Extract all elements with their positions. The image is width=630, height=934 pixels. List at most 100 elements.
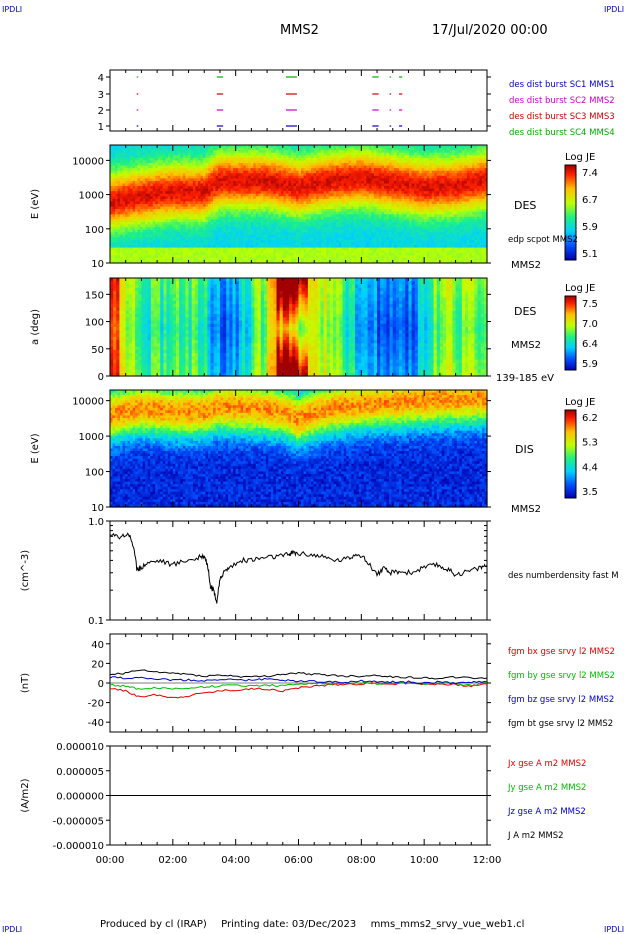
- spectrogram-cell: [132, 183, 136, 187]
- spectrogram-cell: [185, 170, 189, 174]
- spectrogram-cell: [175, 173, 179, 177]
- spectrogram-cell: [157, 198, 161, 203]
- spectrogram-cell: [190, 196, 194, 200]
- spectrogram-cell: [130, 252, 134, 256]
- spectrogram-cell: [117, 162, 121, 167]
- spectrogram-cell: [160, 183, 164, 187]
- spectrogram-cell: [122, 214, 126, 218]
- spectrogram-cell: [127, 232, 131, 236]
- spectrogram-cell: [150, 209, 154, 213]
- spectrogram-cell: [172, 150, 176, 154]
- spectrogram-cell: [140, 245, 144, 249]
- spectrogram-cell: [125, 211, 129, 215]
- spectrogram-cell: [200, 237, 204, 241]
- spectrogram-cell: [127, 198, 131, 203]
- spectrogram-cell: [110, 188, 114, 192]
- spectrogram-cell: [117, 173, 121, 177]
- spectrogram-cell: [162, 160, 166, 164]
- spectrogram-cell: [110, 183, 114, 187]
- spectrogram-cell: [165, 152, 169, 156]
- spectrogram-cell: [117, 168, 121, 172]
- spectrogram-cell: [132, 180, 136, 185]
- spectrogram-cell: [110, 232, 114, 236]
- spectrogram-cell: [157, 260, 161, 264]
- spectrogram-cell: [132, 252, 136, 256]
- spectrogram-cell: [190, 170, 194, 174]
- spectrogram-cell: [115, 186, 119, 190]
- spectrogram-cell: [190, 209, 194, 213]
- spectrogram-cell: [160, 180, 164, 185]
- spectrogram-cell: [165, 155, 169, 159]
- spectrogram-cell: [205, 160, 209, 164]
- spectrogram-cell: [110, 245, 114, 249]
- spectrogram-cell: [177, 257, 181, 262]
- spectrogram-cell: [147, 175, 151, 179]
- spectrogram-cell: [130, 224, 134, 228]
- spectrogram-cell: [162, 247, 166, 251]
- spectrogram-cell: [165, 191, 169, 195]
- spectrogram-cell: [135, 260, 139, 264]
- spectrogram-cell: [140, 206, 144, 210]
- spectrogram-cell: [110, 224, 114, 228]
- spectrogram-cell: [205, 204, 209, 208]
- spectrogram-cell: [147, 221, 151, 226]
- spectrogram-cell: [205, 227, 209, 231]
- spectrogram-cell: [190, 216, 194, 220]
- spectrogram-cell: [130, 145, 134, 149]
- spectrogram-cell: [145, 255, 149, 259]
- spectrogram-cell: [140, 152, 144, 156]
- spectrogram-cell: [122, 168, 126, 172]
- spectrogram-cell: [115, 211, 119, 215]
- spectrogram-cell: [185, 214, 189, 218]
- spectrogram-cell: [125, 206, 129, 210]
- spectrogram-cell: [140, 201, 144, 205]
- spectrogram-cell: [190, 155, 194, 159]
- spectrogram-cell: [120, 201, 124, 205]
- spectrogram-cell: [157, 193, 161, 197]
- spectrogram-cell: [127, 247, 131, 251]
- spectrogram-cell: [197, 155, 202, 159]
- spectrogram-cell: [170, 178, 174, 182]
- spectrogram-cell: [147, 180, 151, 185]
- spectrogram-cell: [162, 260, 166, 264]
- spectrogram-cell: [192, 170, 197, 174]
- spectrogram-cell: [140, 237, 144, 241]
- spectrogram-cell: [200, 209, 204, 213]
- spectrogram-cell: [180, 152, 184, 156]
- spectrogram-cell: [142, 247, 146, 251]
- spectrogram-cell: [145, 221, 149, 226]
- spectrogram-cell: [200, 239, 204, 244]
- spectrogram-cell: [140, 232, 144, 236]
- spectrogram-cell: [197, 232, 202, 236]
- spectrogram-cell: [185, 150, 189, 154]
- spectrogram-cell: [115, 157, 119, 161]
- spectrogram-cell: [127, 234, 131, 238]
- spectrogram-cell: [200, 242, 204, 246]
- spectrogram-cell: [157, 196, 161, 200]
- spectrogram-cell: [205, 157, 209, 161]
- spectrogram-cell: [150, 165, 154, 169]
- spectrogram-cell: [152, 145, 156, 149]
- spectrogram-cell: [155, 173, 159, 177]
- spectrogram-cell: [140, 216, 144, 220]
- spectrogram-cell: [177, 214, 181, 218]
- spectrogram-cell: [150, 221, 154, 226]
- spectrogram-cell: [150, 155, 154, 159]
- spectrogram-cell: [170, 186, 174, 190]
- spectrogram-cell: [200, 196, 204, 200]
- spectrogram-cell: [157, 242, 161, 246]
- spectrogram-cell: [145, 178, 149, 182]
- spectrogram-cell: [187, 152, 192, 156]
- spectrogram-cell: [170, 160, 174, 164]
- spectrogram-cell: [110, 227, 114, 231]
- spectrogram-cell: [110, 160, 114, 164]
- spectrogram-cell: [197, 216, 202, 220]
- spectrogram-cell: [117, 209, 121, 213]
- spectrogram-cell: [127, 224, 131, 228]
- spectrogram-cell: [202, 188, 207, 192]
- spectrogram-cell: [125, 157, 129, 161]
- spectrogram-cell: [155, 252, 159, 256]
- spectrogram-cell: [135, 152, 139, 156]
- spectrogram-cell: [190, 180, 194, 185]
